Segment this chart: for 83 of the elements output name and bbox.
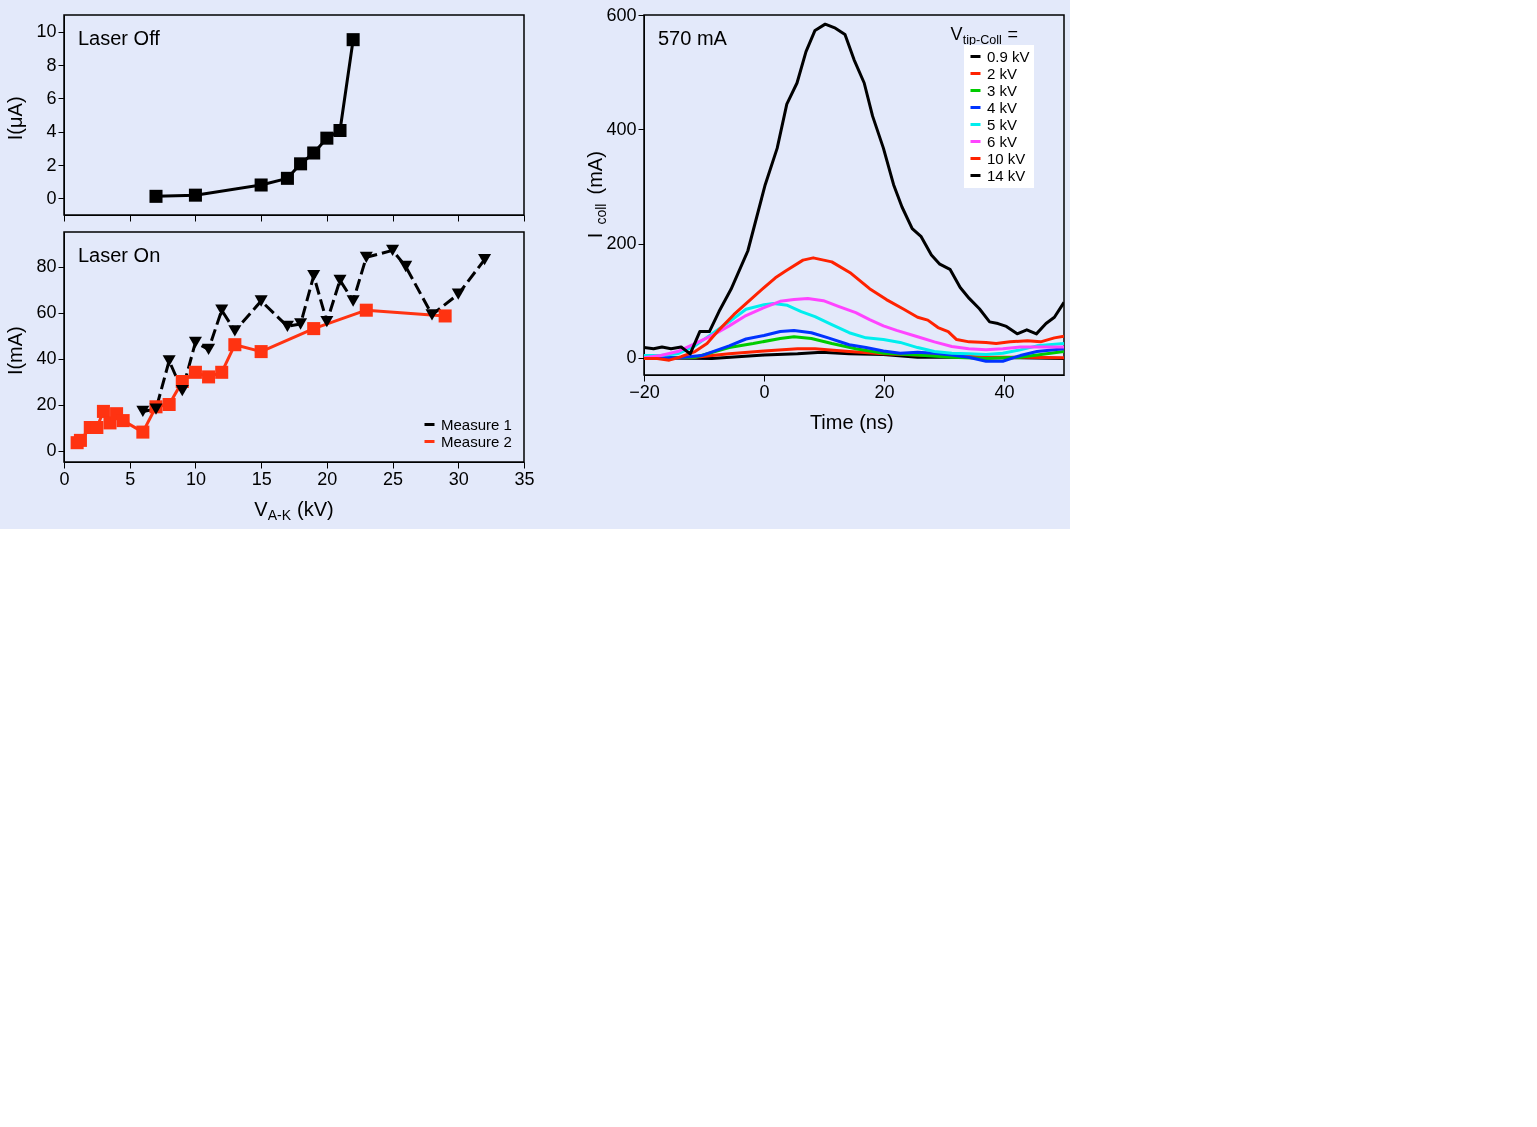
point <box>228 338 242 352</box>
point <box>320 131 334 145</box>
point <box>96 404 110 418</box>
y-tick-label: 0 <box>46 440 57 460</box>
point <box>320 316 334 328</box>
y-tick-label: 0 <box>626 347 637 368</box>
point <box>359 251 373 263</box>
point <box>346 33 360 47</box>
point <box>438 309 452 323</box>
legend-label: 3 kV <box>987 81 1018 99</box>
point <box>346 295 360 307</box>
legend-label: Measure 2 <box>441 432 512 450</box>
point <box>294 157 308 171</box>
point <box>162 355 176 367</box>
x-tick-label: −20 <box>629 381 660 402</box>
point <box>280 171 294 185</box>
point <box>333 274 347 286</box>
point <box>425 309 439 321</box>
y-tick-label: 80 <box>36 256 57 276</box>
y-tick-label: 60 <box>36 302 57 322</box>
point <box>188 188 202 202</box>
x-tick-label: 0 <box>59 468 70 489</box>
x-axis-title: Time (ns) <box>809 411 894 433</box>
point <box>162 397 176 412</box>
legend-label: 10 kV <box>987 149 1026 167</box>
point <box>202 343 216 355</box>
y-tick-label: 10 <box>36 21 57 42</box>
point <box>307 270 321 282</box>
point <box>254 295 268 307</box>
point <box>478 253 492 266</box>
point <box>386 244 400 257</box>
x-tick-label: 25 <box>383 468 404 489</box>
y-axis-title: I(mA) <box>4 326 26 376</box>
x-tick-label: 15 <box>251 468 272 489</box>
legend-label: 14 kV <box>987 166 1026 184</box>
legend-label: 6 kV <box>987 132 1018 150</box>
x-tick-label: 5 <box>125 468 136 489</box>
x-tick-label: 35 <box>514 468 535 489</box>
y-tick-label: 40 <box>36 348 57 368</box>
point <box>149 189 163 203</box>
point <box>188 365 202 379</box>
point <box>136 405 150 418</box>
y-tick-label: 6 <box>46 87 57 108</box>
y-tick-label: 2 <box>46 154 57 175</box>
y-tick-label: 400 <box>606 118 637 139</box>
point <box>307 322 321 336</box>
point <box>399 260 413 273</box>
y-tick-label: 200 <box>606 233 637 254</box>
point <box>136 425 150 439</box>
x-tick-label: 40 <box>994 381 1015 402</box>
legend-label: 2 kV <box>987 64 1018 82</box>
point <box>333 123 347 138</box>
point <box>254 178 268 192</box>
point <box>215 365 229 379</box>
y-axis-title: I(μA) <box>4 96 26 141</box>
point <box>451 288 465 300</box>
annotation: 570 mA <box>658 27 728 49</box>
x-tick-label: 20 <box>874 381 895 402</box>
legend-label: Measure 1 <box>441 415 512 433</box>
point <box>188 336 202 349</box>
point <box>359 303 373 317</box>
point <box>228 325 242 337</box>
y-tick-label: 0 <box>46 187 57 208</box>
x-tick-label: 10 <box>185 468 206 489</box>
x-tick-label: 0 <box>759 381 770 402</box>
x-tick-label: 30 <box>448 468 469 489</box>
y-tick-label: 8 <box>46 54 57 75</box>
point <box>280 320 294 332</box>
point <box>116 414 130 428</box>
y-tick-label: 4 <box>46 121 57 142</box>
point <box>175 385 189 397</box>
point <box>294 318 308 330</box>
point <box>307 146 321 160</box>
annotation: Laser On <box>78 244 161 266</box>
annotation: Laser Off <box>78 27 161 49</box>
point <box>202 370 216 384</box>
x-tick-label: 20 <box>317 468 338 489</box>
legend-label: 5 kV <box>987 115 1018 133</box>
legend-label: 4 kV <box>987 98 1018 116</box>
y-tick-label: 600 <box>606 4 637 25</box>
point <box>254 345 268 359</box>
legend-label: 0.9 kV <box>987 47 1030 65</box>
point <box>215 304 229 316</box>
